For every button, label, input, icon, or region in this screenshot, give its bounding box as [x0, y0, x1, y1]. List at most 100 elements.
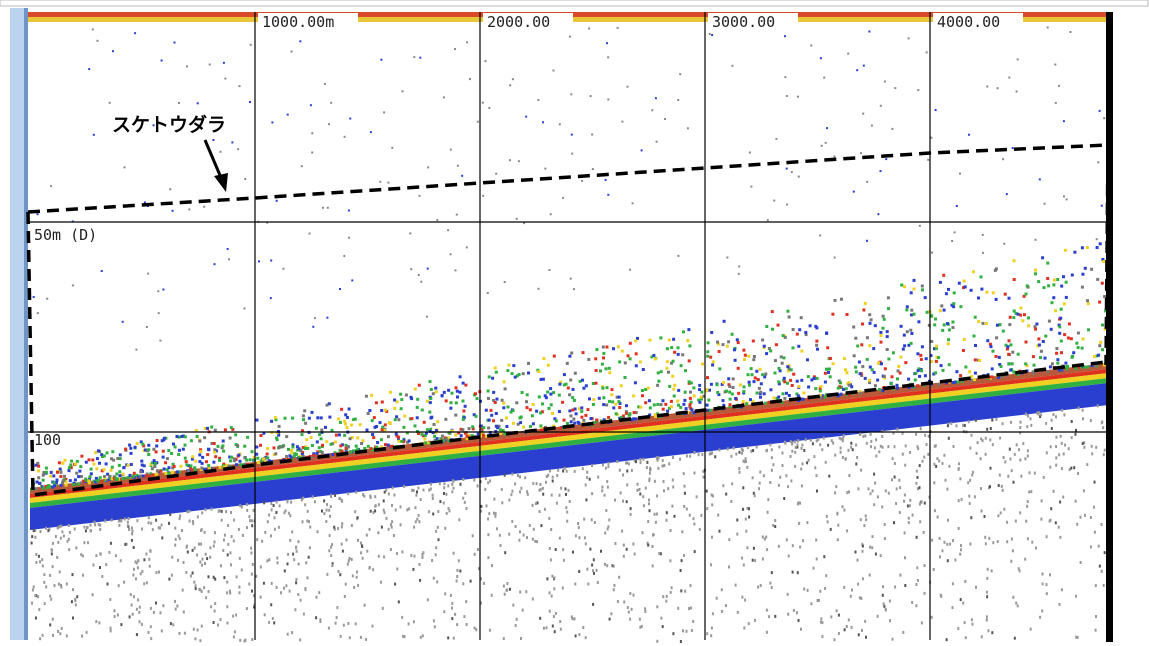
echo-dot	[187, 551, 189, 554]
echo-dot	[198, 440, 201, 443]
echo-dot	[1051, 419, 1053, 422]
echo-dot	[339, 497, 341, 500]
echo-dot	[487, 292, 489, 294]
echo-dot	[55, 535, 57, 538]
echo-dot	[179, 537, 181, 540]
echo-dot	[978, 359, 981, 362]
echo-dot	[815, 340, 818, 343]
echo-dot	[280, 591, 282, 594]
echo-dot	[657, 380, 660, 383]
echo-dot	[75, 546, 77, 549]
echo-dot	[830, 615, 832, 618]
echo-dot	[316, 452, 319, 455]
echo-dot	[801, 444, 803, 447]
echo-dot	[456, 390, 459, 393]
echo-dot	[899, 372, 902, 375]
echo-dot	[214, 541, 216, 544]
echo-dot	[398, 440, 401, 443]
echo-dot	[487, 390, 490, 393]
echo-dot	[610, 393, 613, 396]
echo-dot	[148, 516, 150, 519]
echo-dot	[399, 393, 402, 396]
echo-dot	[195, 587, 197, 590]
echo-dot	[211, 508, 213, 511]
echo-dot	[328, 509, 330, 512]
echo-dot	[1052, 296, 1055, 299]
echo-dot	[802, 462, 804, 465]
echo-dot	[175, 608, 177, 611]
echo-dot	[820, 617, 822, 620]
echo-dot	[968, 370, 971, 373]
echo-dot	[314, 317, 316, 319]
echo-dot	[846, 529, 848, 532]
echo-dot	[935, 360, 938, 363]
echo-dot	[157, 290, 159, 292]
echo-dot	[725, 604, 727, 607]
echo-dot	[237, 454, 240, 457]
echo-dot	[548, 517, 550, 520]
echo-dot	[128, 528, 130, 531]
echo-dot	[726, 257, 728, 259]
echo-dot	[397, 418, 400, 421]
echo-dot	[120, 519, 122, 522]
echo-dot	[276, 557, 278, 560]
echo-dot	[1097, 404, 1099, 407]
echo-dot	[936, 457, 938, 460]
echo-dot	[68, 548, 70, 551]
echo-dot	[856, 69, 858, 71]
echo-dot	[124, 166, 126, 168]
echo-dot	[445, 437, 448, 440]
echo-dot	[587, 583, 589, 586]
echo-dot	[281, 445, 284, 448]
echo-dot	[657, 467, 659, 470]
echo-dot	[225, 510, 227, 513]
echo-dot	[222, 440, 225, 443]
echo-dot	[447, 636, 449, 639]
echo-dot	[910, 291, 913, 294]
echo-dot	[689, 391, 692, 394]
echo-dot	[1090, 268, 1093, 271]
echo-dot	[56, 556, 58, 559]
echo-dot	[1060, 285, 1063, 288]
echo-dot	[201, 625, 203, 628]
echo-dot	[964, 285, 967, 288]
left-border	[24, 8, 28, 640]
echo-dot	[1034, 472, 1036, 475]
echo-dot	[51, 486, 54, 489]
echo-dot	[127, 464, 130, 467]
echo-dot	[1071, 436, 1073, 439]
echo-dot	[270, 534, 272, 537]
echo-dot	[859, 372, 862, 375]
echo-dot	[586, 471, 588, 474]
echo-dot	[1014, 637, 1016, 640]
echo-dot	[578, 536, 580, 539]
echo-dot	[910, 332, 913, 335]
echo-dot	[612, 347, 615, 350]
echo-dot	[826, 346, 829, 349]
echo-dot	[838, 632, 840, 635]
echo-dot	[61, 627, 63, 630]
echo-dot	[865, 518, 867, 521]
echo-dot	[1086, 246, 1089, 249]
echo-dot	[274, 452, 277, 455]
echo-dot	[688, 607, 690, 610]
echo-dot	[94, 451, 97, 454]
echo-dot	[689, 397, 692, 400]
echo-dot	[608, 400, 611, 403]
echo-dot	[499, 534, 501, 537]
echo-dot	[597, 476, 599, 479]
echo-dot	[891, 375, 894, 378]
echo-dot	[766, 548, 768, 551]
echo-dot	[815, 344, 818, 347]
echo-dot	[848, 618, 850, 621]
echo-dot	[935, 465, 937, 468]
echo-dot	[155, 519, 157, 522]
echo-dot	[57, 526, 59, 529]
echo-dot	[222, 450, 225, 453]
echo-dot	[421, 409, 424, 412]
echo-dot	[355, 622, 357, 625]
echo-dot	[871, 125, 873, 127]
echo-dot	[31, 602, 33, 605]
echo-dot	[739, 471, 741, 474]
echo-dot	[881, 505, 883, 508]
